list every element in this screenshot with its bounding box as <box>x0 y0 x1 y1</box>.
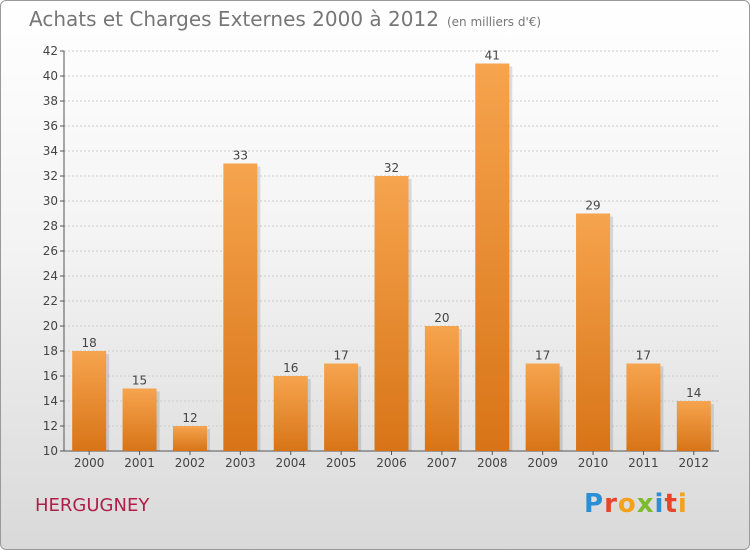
logo-letter: o <box>617 489 637 519</box>
chart-subtitle: (en milliers d'€) <box>446 15 542 29</box>
place-name: HERGUGNEY <box>35 495 150 516</box>
bar-value-label: 29 <box>585 199 600 213</box>
bar-value-label: 14 <box>686 386 701 400</box>
logo-letter: x <box>636 489 655 519</box>
bar-value-label: 16 <box>283 361 298 375</box>
x-tick-label: 2005 <box>326 456 357 470</box>
bar-value-label: 12 <box>182 411 197 425</box>
x-tick-label: 2004 <box>275 456 306 470</box>
bar-value-label: 17 <box>535 349 550 363</box>
x-tick-label: 2007 <box>427 456 458 470</box>
x-tick-label: 2009 <box>527 456 558 470</box>
bar <box>576 213 611 451</box>
x-tick-label: 2001 <box>124 456 155 470</box>
y-tick-label: 18 <box>43 344 58 358</box>
bar-value-label: 41 <box>485 49 500 63</box>
bar-value-label: 33 <box>233 149 248 163</box>
x-tick-label: 2008 <box>477 456 508 470</box>
y-tick-label: 38 <box>43 94 58 108</box>
chart-title-text: Achats et Charges Externes 2000 à 2012 <box>29 7 439 31</box>
logo-letter: i <box>654 489 665 519</box>
x-tick-label: 2010 <box>578 456 609 470</box>
x-tick-label: 2006 <box>376 456 407 470</box>
y-tick-label: 28 <box>43 219 58 233</box>
bar <box>223 163 258 451</box>
bar <box>475 63 510 451</box>
bar <box>676 401 711 451</box>
logo-letter: P <box>584 489 605 519</box>
y-tick-label: 36 <box>43 119 58 133</box>
bar-value-label: 15 <box>132 374 147 388</box>
bar <box>324 363 359 451</box>
logo-letter: i <box>677 489 688 519</box>
logo-letter: r <box>604 489 618 519</box>
chart-title: Achats et Charges Externes 2000 à 2012 (e… <box>29 7 541 31</box>
y-tick-label: 14 <box>43 394 58 408</box>
y-tick-label: 26 <box>43 244 58 258</box>
bar <box>122 388 157 451</box>
y-tick-label: 10 <box>43 444 58 458</box>
bar-value-label: 20 <box>434 311 449 325</box>
bar <box>525 363 560 451</box>
bar-value-label: 17 <box>636 349 651 363</box>
bar <box>172 426 207 451</box>
x-tick-label: 2011 <box>628 456 659 470</box>
y-tick-label: 42 <box>43 44 58 58</box>
logo-letter: t <box>664 489 678 519</box>
x-tick-label: 2002 <box>175 456 206 470</box>
proxiti-logo: Proxiti <box>584 489 688 519</box>
y-tick-label: 32 <box>43 169 58 183</box>
y-tick-label: 24 <box>43 269 58 283</box>
y-tick-label: 12 <box>43 419 58 433</box>
y-tick-label: 30 <box>43 194 58 208</box>
y-tick-label: 22 <box>43 294 58 308</box>
y-tick-label: 16 <box>43 369 58 383</box>
y-tick-label: 20 <box>43 319 58 333</box>
x-tick-label: 2000 <box>74 456 105 470</box>
bar <box>72 351 107 451</box>
bar <box>374 176 409 451</box>
bar <box>273 376 308 451</box>
bar-value-label: 17 <box>333 349 348 363</box>
bar <box>424 326 459 451</box>
y-tick-label: 40 <box>43 69 58 83</box>
bar-value-label: 32 <box>384 161 399 175</box>
bar-value-label: 18 <box>82 336 97 350</box>
x-tick-label: 2003 <box>225 456 256 470</box>
bar <box>626 363 661 451</box>
x-tick-label: 2012 <box>679 456 710 470</box>
y-tick-label: 34 <box>43 144 58 158</box>
